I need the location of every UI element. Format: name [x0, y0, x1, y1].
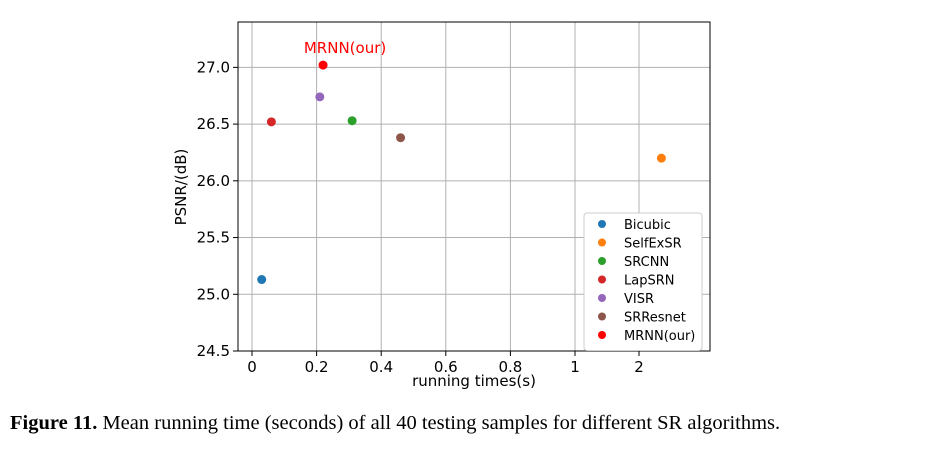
legend-box — [583, 212, 703, 351]
legend-marker — [598, 294, 606, 302]
mrnn-annotation: MRNN(our) — [304, 39, 386, 57]
legend-marker — [598, 257, 606, 265]
y-tick-label: 25.0 — [197, 285, 230, 303]
legend-label: SelfExSR — [624, 237, 682, 252]
y-axis-label: PSNR/(dB) — [172, 149, 190, 226]
x-tick-label: 2 — [634, 358, 644, 376]
figure-caption: Figure 11. Mean running time (seconds) o… — [10, 412, 925, 435]
data-points — [257, 60, 666, 285]
legend: Bicubic SelfExSR SRCNN LapSRN VISR SRResnet MR… — [583, 212, 703, 351]
legend-label: SRResnet — [624, 311, 686, 326]
x-tick-label: 0.2 — [305, 358, 329, 376]
caption-text: Mean running time (seconds) of all 40 te… — [97, 412, 781, 434]
y-tick-label: 25.5 — [197, 229, 230, 247]
scatter-chart: 0 0.2 0.4 0.6 0.8 1 224.525.025.526.026.527.0 … — [172, 21, 711, 390]
legend-label: VISR — [624, 292, 654, 307]
data-point-lapsrn — [266, 117, 276, 127]
legend-marker — [598, 220, 606, 228]
x-tick-label: 1 — [570, 358, 580, 376]
legend-label: MRNN(our) — [624, 329, 695, 344]
legend-marker — [598, 331, 606, 339]
caption-label: Figure 11. — [10, 412, 98, 434]
y-tick-label: 26.0 — [197, 172, 230, 190]
legend-marker — [598, 312, 606, 321]
data-point-visr — [315, 92, 325, 102]
legend-label: SRCNN — [624, 255, 669, 270]
legend-marker — [598, 238, 606, 247]
data-point-srresnet — [396, 133, 406, 143]
y-tick-label: 27.0 — [197, 58, 230, 76]
data-point-selfexsr — [656, 153, 666, 163]
data-point-srcnn — [347, 116, 357, 126]
x-axis-label: running times(s) — [412, 372, 536, 390]
y-tick-label: 26.5 — [197, 115, 230, 133]
y-tick-label: 24.5 — [197, 342, 230, 360]
legend-label: Bicubic — [624, 218, 671, 233]
x-tick-label: 0.6 — [434, 358, 458, 376]
data-point-mrnn-our — [318, 60, 328, 70]
x-tick-label: 0 — [247, 358, 257, 376]
data-point-bicubic — [257, 275, 267, 285]
x-tick-label: 0.8 — [498, 358, 522, 376]
plot-frame — [237, 21, 711, 352]
x-tick-label: 0.4 — [369, 358, 393, 376]
legend-label: LapSRN — [624, 274, 674, 289]
axis-ticks: 0 0.2 0.4 0.6 0.8 1 2 24.5 25.0 25.5 26.0 26.5 27.0 — [197, 58, 644, 376]
legend-marker — [598, 275, 606, 284]
